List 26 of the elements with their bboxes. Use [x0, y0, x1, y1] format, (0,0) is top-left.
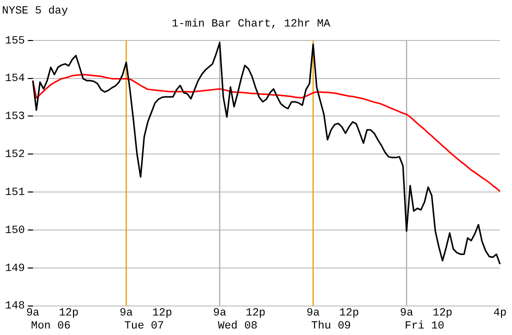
x-tick-label: 9a — [213, 307, 227, 320]
x-tick-label: 9a — [306, 307, 320, 320]
y-tick-label: 155 — [4, 35, 25, 48]
text: Mon 06 — [30, 320, 71, 332]
x-tick-label: 12p — [339, 307, 359, 320]
chart-subtitle: 1-min Bar Chart, 12hr MA — [172, 18, 331, 31]
x-tick-label: 12p — [152, 307, 172, 320]
y-tick-label: 149 — [4, 262, 25, 275]
x-tick-label: 12p — [58, 307, 79, 320]
text: Wed 08 — [218, 320, 258, 332]
y-tick-label: 153 — [4, 111, 25, 124]
x-tick-label: 9a — [26, 307, 40, 320]
x-tick-label: 12p — [246, 307, 266, 320]
y-tick-label: 151 — [4, 186, 26, 199]
text: Fri 10 — [404, 320, 444, 332]
y-tick-label: 154 — [4, 73, 26, 86]
x-tick-label: 4p — [493, 307, 507, 320]
text: Tue 07 — [124, 320, 164, 332]
y-tick-label: 152 — [4, 149, 25, 162]
chart-title: NYSE 5 day — [2, 6, 68, 18]
y-tick-label: 148 — [4, 300, 25, 313]
x-tick-label: 9a — [400, 307, 414, 320]
x-tick-label: 9a — [120, 307, 134, 320]
x-tick-label: 12p — [432, 307, 452, 320]
text: Thu 09 — [311, 320, 351, 332]
y-tick-label: 150 — [4, 224, 25, 237]
